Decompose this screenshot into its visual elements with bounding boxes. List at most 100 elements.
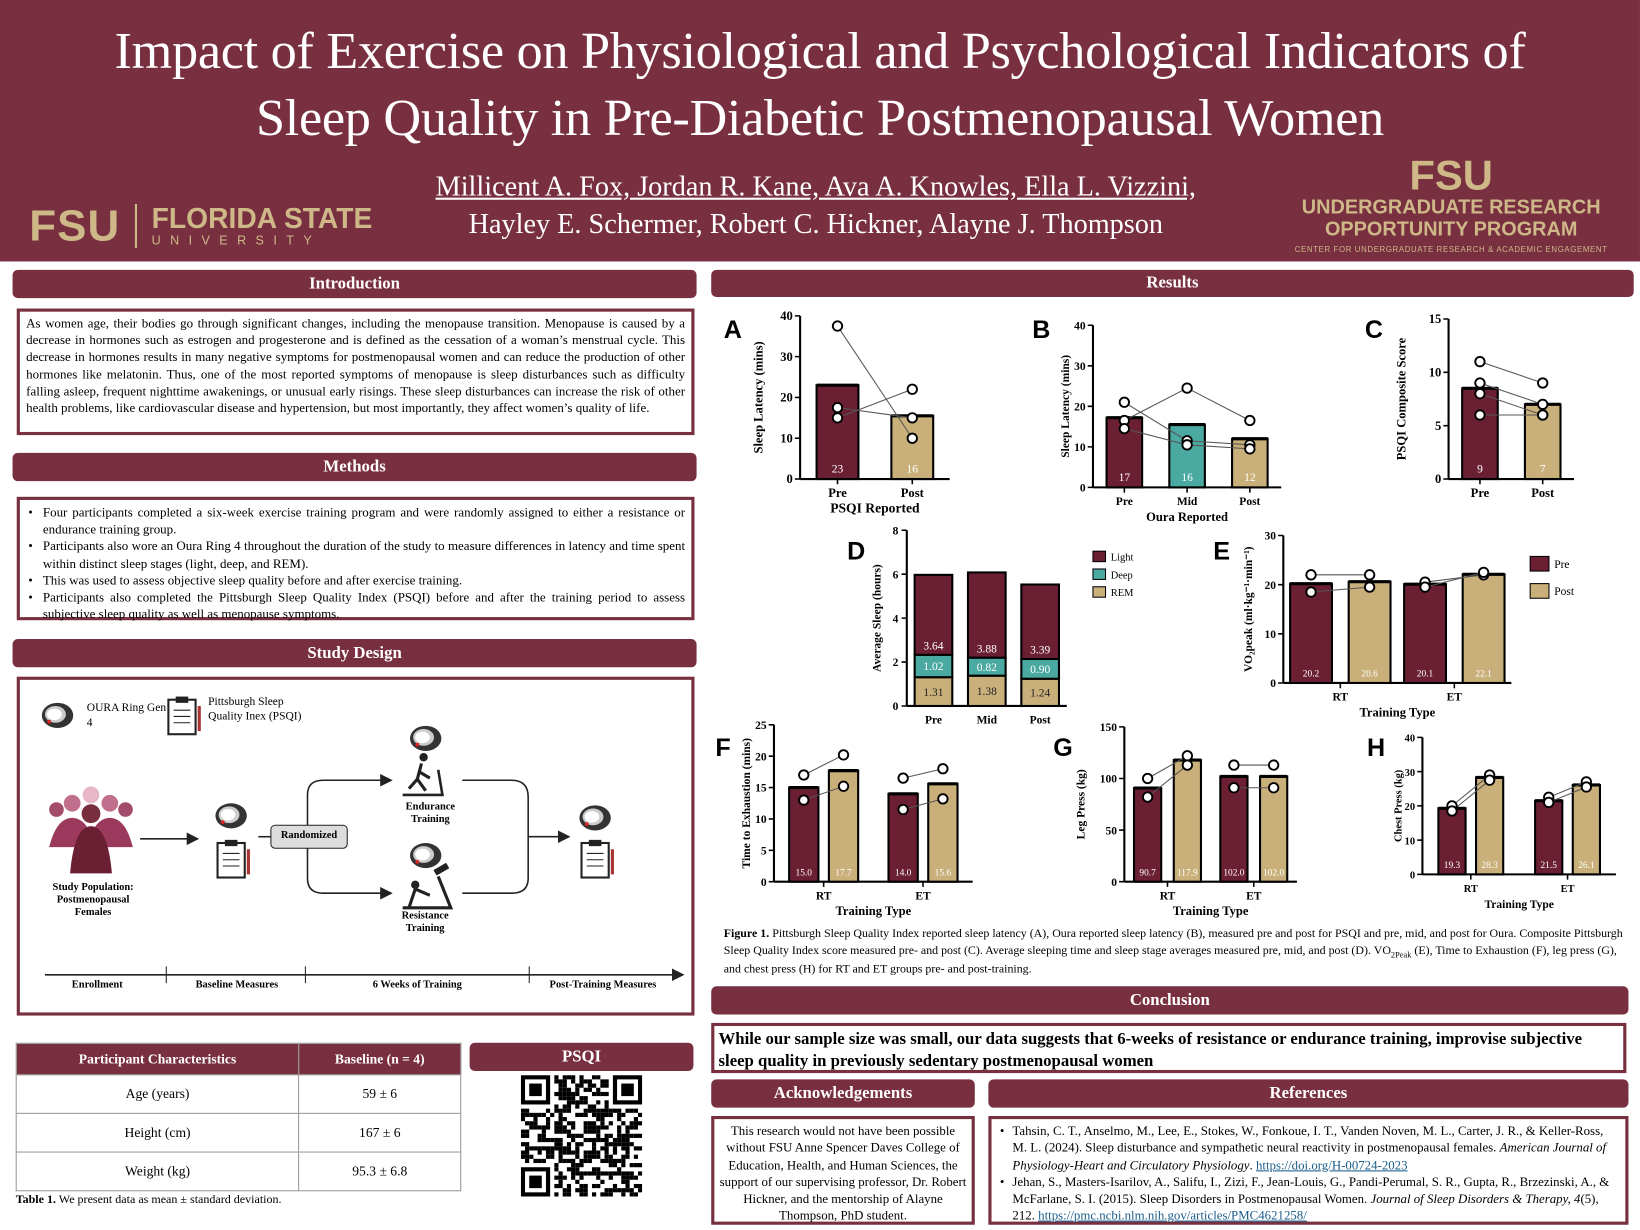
qr-module bbox=[562, 1079, 567, 1084]
connecting-line bbox=[1187, 444, 1250, 450]
qr-module bbox=[617, 1117, 622, 1122]
qr-module bbox=[596, 1171, 601, 1176]
qr-module bbox=[558, 1117, 563, 1122]
data-point bbox=[1267, 782, 1280, 794]
y-tick-label: 0 bbox=[761, 877, 767, 889]
y-tick-label: 0 bbox=[1111, 877, 1117, 889]
qr-module bbox=[575, 1091, 580, 1097]
data-point bbox=[1446, 805, 1458, 817]
psqi-qr-code[interactable] bbox=[520, 1075, 643, 1197]
data-point bbox=[1118, 396, 1130, 408]
qr-module bbox=[596, 1183, 601, 1189]
connecting-line bbox=[837, 388, 913, 419]
x-tick-label: Mid bbox=[977, 715, 998, 727]
bar-value-label: 117.9 bbox=[1177, 868, 1198, 878]
data-point bbox=[1181, 439, 1193, 451]
data-point bbox=[1419, 581, 1431, 593]
psqi-heading: PSQI bbox=[469, 1042, 694, 1072]
qr-module bbox=[554, 1079, 559, 1084]
methods-bullet: Four participants completed a six-week e… bbox=[26, 504, 685, 538]
qr-module bbox=[617, 1108, 622, 1113]
qr-module bbox=[617, 1142, 622, 1147]
qr-module bbox=[558, 1183, 563, 1189]
qr-module bbox=[604, 1146, 609, 1151]
reference-link[interactable]: https://doi.org/H-00724-2023 bbox=[1255, 1157, 1408, 1173]
data-point bbox=[1580, 781, 1593, 793]
randomized-box bbox=[270, 824, 348, 849]
y-tick-label: 0 bbox=[1410, 871, 1415, 882]
bar-value-label: 9 bbox=[1477, 464, 1483, 476]
qr-module bbox=[587, 1104, 592, 1109]
panel-label-b: B bbox=[1032, 315, 1051, 345]
y-tick-label: 0 bbox=[1435, 472, 1441, 486]
qr-module bbox=[550, 1137, 555, 1143]
qr-module bbox=[525, 1112, 530, 1118]
qr-module bbox=[591, 1137, 597, 1143]
qr-module bbox=[604, 1079, 609, 1084]
qr-module bbox=[596, 1129, 601, 1134]
reference-link[interactable]: https://pmc.ncbi.nlm.nih.gov/articles/PM… bbox=[1038, 1208, 1307, 1224]
table-header-row: Participant Characteristics Baseline (n =… bbox=[15, 1042, 462, 1076]
qr-module bbox=[591, 1129, 597, 1134]
bar-value-label: 14.0 bbox=[895, 868, 912, 878]
qr-module bbox=[525, 1121, 530, 1126]
bar-value-label: 26.1 bbox=[1578, 861, 1595, 871]
qr-module bbox=[583, 1183, 588, 1189]
y-tick-label: 5 bbox=[1435, 419, 1441, 433]
fsu-logo: FSU FLORIDA STATE UNIVERSITY bbox=[29, 200, 373, 250]
qr-module bbox=[621, 1133, 626, 1138]
y-tick-label: 30 bbox=[1405, 768, 1415, 779]
qr-module bbox=[541, 1137, 546, 1143]
qr-module bbox=[617, 1129, 622, 1134]
qr-module bbox=[520, 1112, 526, 1118]
panel-label-e: E bbox=[1213, 537, 1230, 566]
qr-module bbox=[583, 1137, 588, 1143]
x-tick-label: Pre bbox=[828, 486, 847, 500]
connecting-line bbox=[837, 407, 913, 419]
qr-module bbox=[612, 1108, 618, 1113]
qr-module bbox=[621, 1192, 626, 1197]
qr-module bbox=[562, 1129, 567, 1134]
qr-module bbox=[612, 1188, 618, 1193]
qr-module bbox=[562, 1083, 567, 1088]
qr-module bbox=[571, 1137, 576, 1143]
connecting-line bbox=[1124, 401, 1188, 442]
qr-module bbox=[633, 1133, 638, 1138]
qr-module bbox=[596, 1075, 601, 1080]
qr-module bbox=[533, 1112, 538, 1118]
methods-bullet: Participants also wore an Oura Ring 4 th… bbox=[26, 538, 685, 572]
data-point bbox=[1474, 388, 1486, 400]
qr-module bbox=[562, 1175, 567, 1180]
qr-module bbox=[625, 1137, 630, 1143]
qr-module bbox=[617, 1171, 622, 1176]
x-axis-label: PSQI Reported bbox=[830, 500, 920, 515]
qr-module bbox=[604, 1112, 609, 1118]
qr-module bbox=[566, 1167, 572, 1172]
qr-module bbox=[604, 1158, 609, 1164]
qr-module bbox=[545, 1125, 551, 1130]
y-tick-label: 2 bbox=[893, 657, 899, 669]
qr-module bbox=[600, 1112, 605, 1118]
qr-module bbox=[608, 1171, 613, 1176]
x-tick-label: Pre bbox=[1471, 486, 1490, 500]
qr-module bbox=[583, 1150, 588, 1155]
qr-module bbox=[596, 1117, 601, 1122]
y-tick-label: 30 bbox=[1074, 361, 1086, 373]
qr-module bbox=[579, 1183, 584, 1189]
qr-module bbox=[562, 1192, 567, 1197]
qr-module bbox=[591, 1075, 597, 1080]
timeline-training: 6 Weeks of Training bbox=[372, 978, 462, 991]
bar bbox=[1347, 580, 1392, 685]
qr-module bbox=[587, 1171, 592, 1176]
x-tick-label: ET bbox=[1447, 692, 1463, 704]
qr-module bbox=[562, 1117, 567, 1122]
panel-label-c: C bbox=[1364, 315, 1384, 345]
segment-value-label: 1.02 bbox=[923, 661, 943, 673]
connecting-line bbox=[1479, 393, 1543, 416]
qr-module bbox=[587, 1087, 592, 1092]
qr-module bbox=[600, 1079, 605, 1084]
segment-value-label: 0.82 bbox=[977, 662, 997, 674]
conclusion-heading: Conclusion bbox=[711, 986, 1629, 1015]
qr-module bbox=[575, 1163, 580, 1168]
y-tick-label: 15 bbox=[1429, 312, 1442, 326]
